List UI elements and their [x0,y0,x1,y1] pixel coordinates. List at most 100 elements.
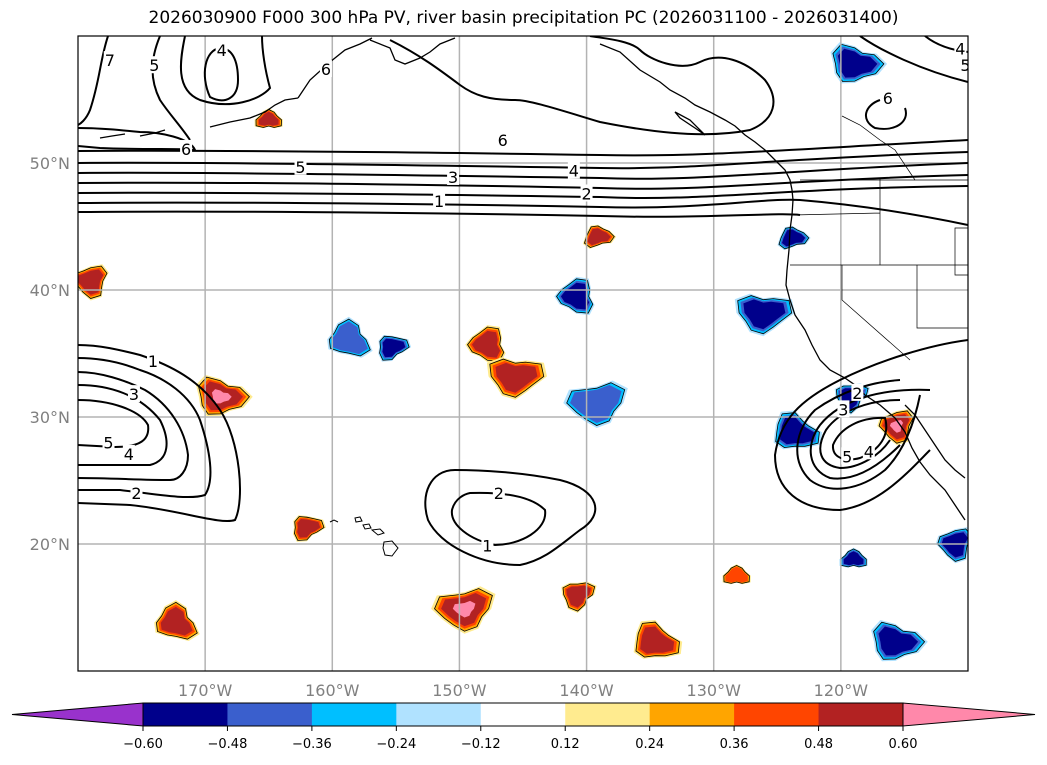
contour-label-bg [492,484,505,502]
contour-label: 5 [295,158,305,177]
contour-label: 6 [321,60,331,79]
precip-contour-fill [297,519,321,538]
precip-shading [78,42,968,662]
colorbar-segment [480,703,566,726]
contour-line [796,379,921,490]
precip-contour-fill [570,385,622,423]
contour-label: 2 [131,484,141,503]
map-background [78,36,968,671]
precip-contour-fill [843,551,864,566]
contour-label: 2 [581,184,591,203]
precip-negative-anomaly [773,410,823,450]
contour-line [78,344,241,522]
chart-title: 2026030900 F000 300 hPa PV, river basin … [148,8,899,28]
contour-line [78,151,968,170]
colorbar-tick-label: −0.60 [123,737,163,752]
contour-label: 2 [494,484,504,503]
contour-label: 5 [103,433,113,452]
contour-label: 6 [498,131,508,150]
contour-label-bg [102,433,115,451]
precip-negative-anomaly [830,42,888,84]
contour-label: 4 [955,40,965,59]
contour-label-bg [180,140,193,158]
contour-line [78,162,968,180]
contour-label-bg [496,131,509,149]
colorbar-extend-min [11,702,144,727]
lat-tick-label: 30°N [30,408,70,427]
precip-positive-anomaly [293,515,326,542]
precip-contour-fill [331,321,368,355]
precip-contour-fill [782,229,806,247]
contour-line [179,36,272,105]
contour-label-bg [481,536,494,554]
precip-contour-fill [725,566,748,583]
colorbar-tick-label: −0.36 [292,737,332,752]
contour-label-bg [215,40,228,58]
precip-contour-fill [211,389,232,404]
contour-label-bg [447,167,460,185]
precip-contour-fill [495,362,538,393]
precip-positive-anomaly [722,564,751,585]
precip-negative-anomaly [327,316,373,358]
precip-negative-anomaly [839,547,868,568]
precip-positive-anomaly [633,620,683,659]
precip-positive-anomaly [465,325,506,364]
precip-negative-anomaly [871,620,928,662]
contour-label-bg [841,447,854,465]
colorbar-tick-label: 0.48 [804,737,833,752]
coastline-hawaii [329,516,399,557]
contour-label-bg [862,442,875,460]
lon-tick-label: 120°W [814,681,869,700]
lat-tick-label: 50°N [30,154,70,173]
contour-line [819,399,901,470]
contour-label: 1 [482,536,492,555]
precip-contour-fill [780,417,814,445]
contour-line [78,36,109,126]
colorbar-tick-label: −0.48 [208,737,248,752]
colorbar-tick-label: −0.12 [461,737,501,752]
lon-tick-label: 150°W [432,681,487,700]
precip-contour-fill [878,626,919,656]
contour-label: 1 [434,192,444,211]
precip-contour-fill [471,330,501,358]
colorbar-segment [143,703,228,726]
contour-label-bg [959,56,968,74]
contour-label-bg [851,383,864,401]
contour-label: 5 [960,56,970,75]
contour-label: 4 [124,445,134,464]
precip-contour-fill [941,532,968,558]
colorbar-tick-label: 0.24 [635,737,664,752]
precip-positive-anomaly [431,586,496,634]
colorbar-tick-label: 0.12 [551,737,580,752]
border-states [790,178,968,361]
precip-positive-anomaly [486,357,547,400]
contour-label-bg [103,51,116,69]
contour-line [78,357,212,499]
precip-contour-fill [382,338,406,358]
contour-line [151,36,191,141]
precip-negative-anomaly [734,293,795,337]
precip-contour-fill [743,299,786,330]
contour-line [865,99,907,130]
lat-tick-label: 40°N [30,281,70,300]
contour-label: 1 [148,352,158,371]
contour-label-bg [837,400,850,418]
precip-positive-anomaly [196,374,253,417]
contour-label: 6 [883,89,893,108]
colorbar-segment [649,703,735,726]
precip-negative-anomaly [777,225,811,251]
lon-tick-label: 170°W [178,681,233,700]
lon-tick-label: 140°W [559,681,614,700]
contour-label: 6 [181,140,191,159]
contour-label-bg [148,56,161,74]
contour-line [809,388,931,480]
precip-contour-fill [78,269,104,295]
colorbar-tick-label: 0.36 [720,737,749,752]
precip-positive-anomaly [582,224,617,249]
contour-line [831,416,888,461]
contour-label: 5 [842,447,852,466]
contour-label-bg [294,157,307,175]
colorbar-extend-max [902,702,1036,727]
contour-label: 7 [105,51,115,70]
colorbar-segment [396,703,482,726]
